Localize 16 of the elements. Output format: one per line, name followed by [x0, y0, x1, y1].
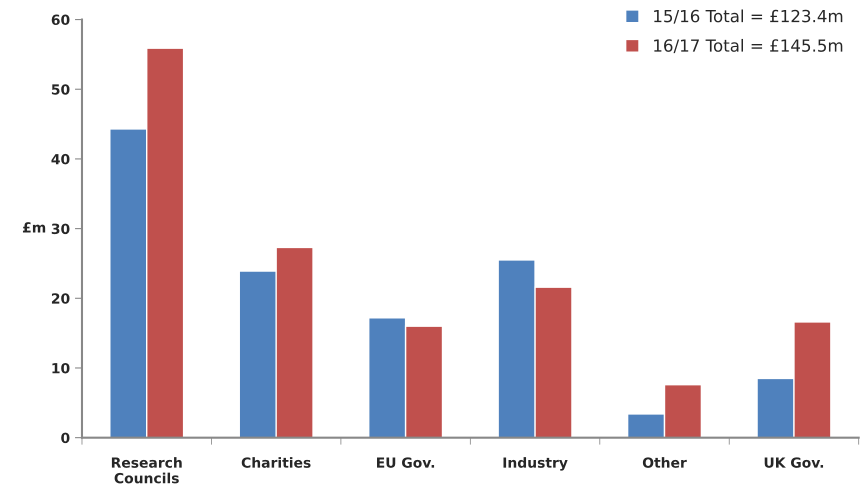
- y-tick-label: 60: [52, 14, 70, 26]
- x-tick-label: Industry: [503, 457, 568, 471]
- y-tick-label: 20: [52, 293, 70, 304]
- y-tick-label: 0: [61, 432, 70, 444]
- x-tick-label: Research Councils: [112, 457, 182, 484]
- x-tick-label: UK Gov.: [764, 457, 824, 468]
- y-tick-label: 40: [51, 154, 70, 164]
- legend-label: 15/16 Total = £123.4m: [654, 9, 842, 24]
- x-tick-label: EU Gov.: [377, 457, 434, 468]
- x-tick-label: Other: [642, 457, 687, 468]
- y-tick-label: 30: [52, 224, 70, 234]
- legend-label: 16/17 Total = £145.5m: [654, 38, 842, 54]
- x-tick-label: Charities: [242, 457, 311, 468]
- y-tick-label: 10: [52, 362, 70, 374]
- y-tick-label: 50: [52, 84, 70, 95]
- y-axis-title: £m: [22, 222, 46, 232]
